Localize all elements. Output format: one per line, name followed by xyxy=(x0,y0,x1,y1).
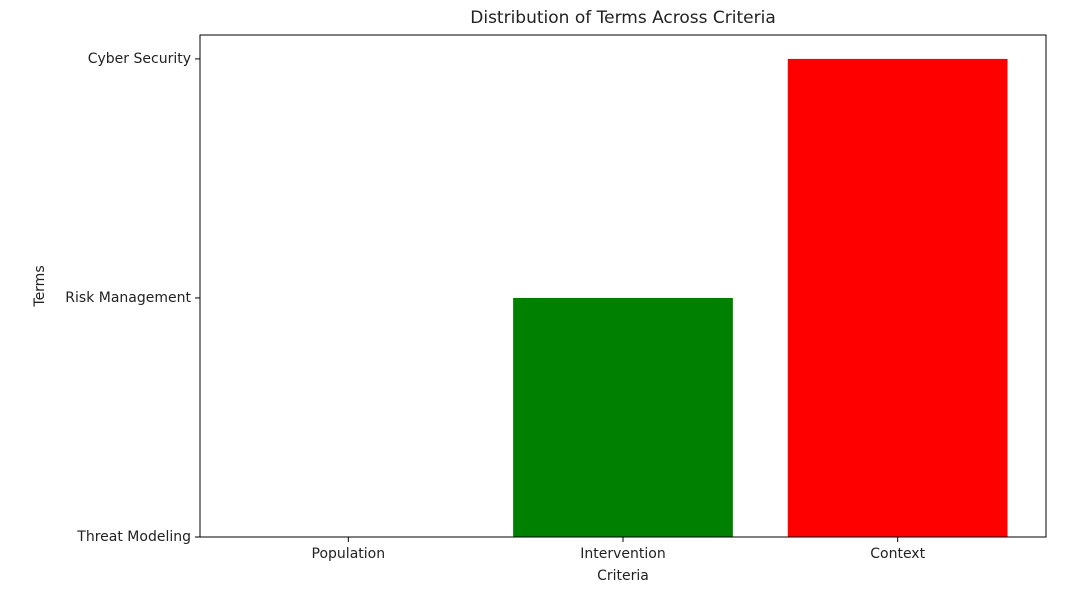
x-tick-label: Context xyxy=(870,546,925,562)
y-tick-label: Threat Modeling xyxy=(76,529,191,545)
y-tick-label: Cyber Security xyxy=(88,51,191,67)
bar xyxy=(787,58,1008,538)
bar xyxy=(513,297,733,537)
chart-title: Distribution of Terms Across Criteria xyxy=(470,8,776,28)
x-tick-label: Population xyxy=(312,546,386,562)
y-axis-label: Terms xyxy=(32,265,48,307)
x-axis-label: Criteria xyxy=(597,568,649,584)
y-tick-label: Risk Management xyxy=(65,290,191,306)
plot-area: Threat Modeling Risk Management Cyber Secu… xyxy=(65,51,1008,562)
axes-frame xyxy=(199,34,1047,538)
x-tick-label: Intervention xyxy=(580,546,665,562)
